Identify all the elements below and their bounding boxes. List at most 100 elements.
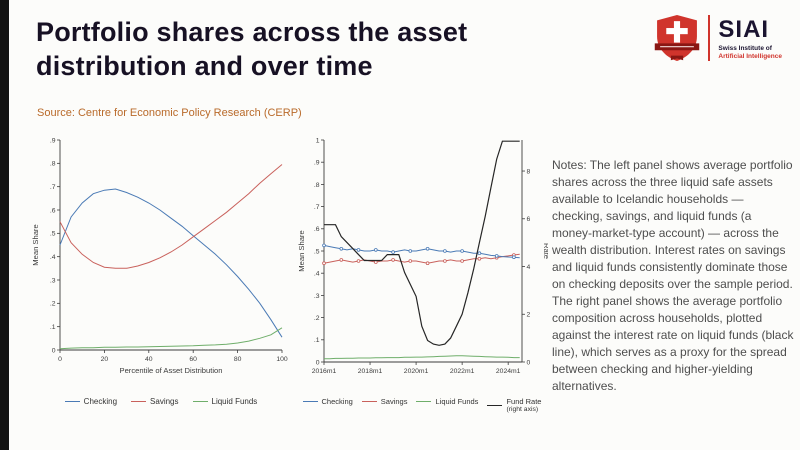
- series-marker: [322, 261, 326, 266]
- legend-item-liquid-funds: Liquid Funds: [192, 397, 258, 406]
- axis-text: .3: [50, 277, 56, 284]
- series-marker: [391, 250, 395, 254]
- notes-text: Notes: The left panel shows average port…: [552, 158, 794, 394]
- axis-text: 80: [234, 356, 242, 363]
- axis-text: .6: [50, 207, 56, 214]
- series-line-savings: [323, 253, 520, 264]
- legend-item-checking: Checking: [64, 397, 118, 406]
- axis-text: 8: [527, 168, 531, 175]
- axis-text: .9: [50, 137, 56, 144]
- legend-swatch: [131, 401, 147, 402]
- left-accent-bar: [0, 0, 9, 450]
- series-marker: [443, 259, 447, 263]
- series-marker: [356, 259, 361, 263]
- legend-swatch: [192, 401, 208, 402]
- axis-text: .6: [314, 226, 320, 233]
- legend-swatch: [416, 401, 432, 402]
- legend-swatch: [302, 401, 318, 402]
- logo-wordmark: SIAI: [718, 15, 770, 43]
- legend-item-savings: Savings: [131, 397, 179, 406]
- series-marker: [460, 249, 464, 253]
- source-attribution: Source: Centre for Economic Policy Resea…: [37, 107, 302, 119]
- series-marker: [425, 247, 430, 251]
- logo-subtitle-line2: Artificial Intelligence: [718, 52, 782, 60]
- axis-text: .5: [314, 248, 320, 255]
- axis-text: .5: [50, 231, 56, 238]
- logo-subtitle-line1: Swiss Institute of: [718, 45, 772, 53]
- series-marker: [477, 251, 482, 255]
- logo-text: SIAI Swiss Institute of Artificial Intel…: [718, 16, 782, 61]
- series-marker: [477, 257, 482, 261]
- legend-swatch: [487, 404, 503, 406]
- series-line-fund-rate: [324, 140, 520, 346]
- series-line-checking: [323, 244, 520, 259]
- axis-text: .1: [50, 324, 56, 331]
- axis-text: 0: [316, 359, 320, 366]
- axis-text: 60: [189, 356, 197, 363]
- axis-text: 40: [145, 356, 153, 363]
- axis-text: Rate: [542, 243, 548, 259]
- legend-label: Savings: [380, 397, 408, 406]
- series-line-liquid-funds: [59, 327, 283, 350]
- legend-label: Checking: [83, 397, 118, 406]
- legend-swatch: [361, 401, 377, 402]
- series-marker: [322, 243, 326, 248]
- legend-label: Liquid Funds: [435, 397, 479, 406]
- axis-text: Percentile of Asset Distribution: [120, 366, 223, 375]
- series-line-checking: [59, 188, 283, 338]
- chart-svg: 0 .1 .2 .3 .4 .5 .6 .7 .8 .9 1 0 2 4 6 8 2016m1 2018m1 202…: [297, 137, 551, 375]
- legend-item-liquid-funds: Liquid Funds: [416, 397, 478, 406]
- axis-text: .8: [50, 161, 56, 168]
- series-marker: [425, 261, 430, 266]
- axis-text: 6: [527, 216, 531, 223]
- chart-svg: 0 .1 .2 .3 .4 .5 .6 .7 .8 .9 0 20 40 60 80 100 Percentil…: [31, 137, 288, 375]
- axis-text: Mean Share: [297, 230, 306, 271]
- axis-text: .4: [50, 254, 56, 261]
- legend-label: Fund Rate (right axis): [506, 397, 542, 413]
- axis-text: 0: [58, 356, 62, 363]
- axis-text: 2018m1: [358, 368, 383, 375]
- siai-shield-icon: [655, 15, 700, 61]
- legend-swatch: [64, 401, 80, 402]
- series-marker: [408, 249, 413, 253]
- axis-text: 2016m1: [312, 368, 337, 375]
- series-marker: [460, 259, 464, 263]
- series-marker: [374, 260, 378, 264]
- axis-text: 20: [101, 356, 109, 363]
- series-line-liquid-funds: [324, 355, 520, 360]
- axis-text: 2024m1: [496, 368, 521, 375]
- axis-text: 4: [527, 264, 531, 271]
- axis-text: 0: [527, 359, 531, 366]
- axis-text: .2: [314, 315, 320, 322]
- axis-text: .7: [314, 204, 320, 211]
- series-line-savings: [59, 164, 283, 269]
- axis-text: .4: [314, 271, 320, 278]
- series-marker: [339, 258, 344, 262]
- series-marker: [408, 259, 413, 263]
- chart-legend: Checking Savings Liquid Funds Fund Rate (rig…: [296, 397, 548, 413]
- chart-asset-distribution: 0 .1 .2 .3 .4 .5 .6 .7 .8 .9 0 20 40 60 80 100 Percentil…: [30, 132, 292, 406]
- series-marker: [339, 247, 344, 251]
- series-marker: [443, 249, 447, 253]
- series-marker: [356, 248, 361, 252]
- series-marker: [374, 248, 378, 252]
- page-title: Portfolio shares across the asset distri…: [36, 17, 468, 81]
- axis-text: 100: [276, 356, 288, 363]
- axis-text: Mean Share: [31, 224, 40, 265]
- axis-text: 0: [52, 347, 56, 354]
- chart-time-series: 0 .1 .2 .3 .4 .5 .6 .7 .8 .9 1 0 2 4 6 8 2016m1 2018m1 202…: [296, 132, 551, 413]
- axis-text: .7: [50, 184, 56, 191]
- legend-label: Savings: [150, 397, 179, 406]
- series-marker: [512, 255, 516, 259]
- axis-text: 2: [527, 312, 531, 319]
- axis-text: 2022m1: [450, 368, 475, 375]
- series-marker: [494, 254, 499, 258]
- legend-item-fund-rate: Fund Rate (right axis): [487, 397, 541, 413]
- axis-text: .1: [314, 337, 320, 344]
- axis-text: .8: [314, 182, 320, 189]
- series-marker: [391, 258, 395, 262]
- axis-text: 1: [316, 137, 320, 144]
- chart-legend: Checking Savings Liquid Funds: [30, 397, 292, 406]
- legend-label: Liquid Funds: [211, 397, 258, 406]
